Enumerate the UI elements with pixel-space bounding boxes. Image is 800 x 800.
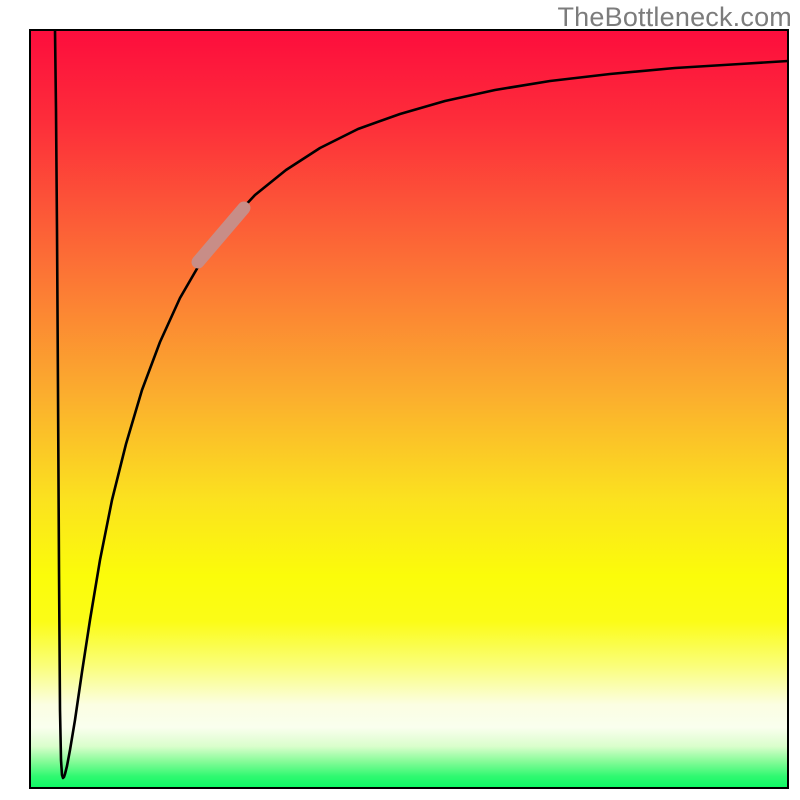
chart-background [30, 30, 788, 788]
figure-root: TheBottleneck.com [0, 0, 800, 800]
bottleneck-chart [0, 0, 800, 800]
